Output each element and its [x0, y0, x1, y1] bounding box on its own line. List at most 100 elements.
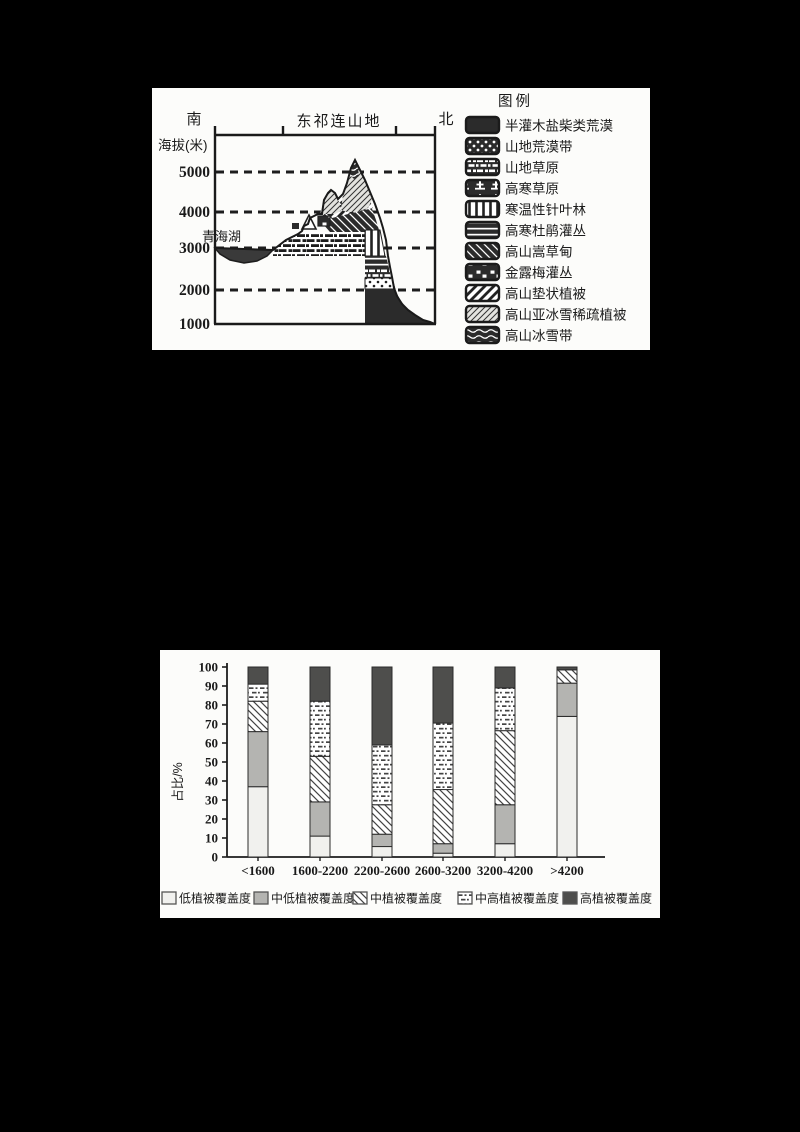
- category-label: 2200-2600: [354, 863, 410, 878]
- chart-legend-item: 中高植被覆盖度: [457, 891, 559, 906]
- map-legend-label: 寒温性针叶林: [505, 202, 586, 218]
- elevation-tick-label: 2000: [179, 282, 210, 299]
- vertical-lines-swatch: [464, 199, 501, 219]
- fill-dark-swatch: [562, 891, 578, 905]
- map-legend-label: 高山垫状植被: [505, 286, 586, 302]
- zone-rhododendron-shrub-band: [365, 256, 389, 268]
- dash-rows-swatch: [457, 891, 473, 905]
- stacked-bar->4200: [556, 666, 578, 858]
- elevation-tick-labels: 5000 4000 3000 2000 1000: [179, 164, 210, 333]
- bar-segment: [494, 843, 516, 858]
- chart-legend-label: 中植被覆盖度: [370, 891, 442, 906]
- bar-chart-plot: 0 10 20 30 40 50 60 70 80 90 100 <1600 1600-2200 2200…: [199, 660, 605, 878]
- y-tick-label: 40: [205, 774, 218, 789]
- bar-segment: [432, 666, 454, 724]
- slash-thick-swatch: [464, 283, 501, 303]
- zone-mountain-steppe-north-band: [365, 268, 391, 278]
- slash-fine-swatch: [464, 304, 501, 324]
- bar-segment: [556, 715, 578, 858]
- y-tick-label: 30: [205, 793, 218, 808]
- elevation-tick-label: 3000: [179, 240, 210, 257]
- map-legend-label: 高寒草原: [505, 181, 559, 197]
- stacked-bar-2600-3200: [432, 666, 454, 858]
- lake-label: 青海湖: [202, 229, 241, 244]
- y-tick-label: 60: [205, 736, 218, 751]
- map-legend-label: 高山亚冰雪稀疏植被: [505, 307, 627, 323]
- map-legend-item: 高山冰雪带: [464, 325, 573, 345]
- elevation-tick-label: 4000: [179, 204, 210, 221]
- chart-legend-label: 低植被覆盖度: [179, 891, 251, 906]
- map-legend-item: 高山垫状植被: [464, 283, 586, 303]
- bar-segment: [494, 666, 516, 689]
- y-axis-title: 占比/%: [170, 762, 185, 802]
- figure-bar-chart-panel: 占比/% 0 10 20 30 40 50 60 70 80 90 100 <1600 1600-220…: [160, 650, 660, 918]
- bar-segment: [309, 835, 331, 858]
- map-legend-label: 高山冰雪带: [505, 328, 573, 344]
- bar-segment: [432, 722, 454, 791]
- solid-dark-swatch: [464, 115, 501, 135]
- cross-section-figure: 南 北 东祁连山地 海拔(米) 青海湖 图例 5000 4000 3000 2000 1…: [158, 93, 627, 345]
- category-label: 1600-2200: [292, 863, 348, 878]
- bar-segment: [247, 700, 269, 733]
- bar-segment: [371, 666, 393, 746]
- map-legend-label: 高山嵩草甸: [505, 244, 573, 260]
- bar-segment: [494, 730, 516, 806]
- map-legend-label: 半灌木盐柴类荒漠: [505, 119, 613, 134]
- category-label: <1600: [241, 863, 274, 878]
- elevation-tick-label: 5000: [179, 164, 210, 181]
- figure-cross-section-panel: 南 北 东祁连山地 海拔(米) 青海湖 图例 5000 4000 3000 2000 1…: [152, 88, 650, 350]
- chart-legend-item: 中植被覆盖度: [352, 891, 442, 906]
- brick-dark-swatch: [464, 157, 501, 177]
- category-label: 3200-4200: [477, 863, 533, 878]
- bar-segment: [494, 687, 516, 732]
- bar-segment: [309, 755, 331, 803]
- mountain-surface-line: [214, 157, 436, 325]
- hatch-backslash-swatch: [352, 891, 368, 905]
- bar-segment: [309, 700, 331, 757]
- zone-mountain-steppe-band: [273, 232, 373, 256]
- qinghai-lake-shape: [213, 247, 275, 264]
- steppe-icon-dark-swatch: [464, 178, 501, 198]
- map-legend-item: 高寒草原: [464, 178, 559, 198]
- shrub-icon: [292, 223, 299, 229]
- bar-segment: [309, 801, 331, 837]
- bar-segment: [371, 846, 393, 858]
- map-legend-item: 山地荒漠带: [464, 136, 573, 156]
- bar-segment: [247, 666, 269, 685]
- chart-legend-label: 中高植被覆盖度: [475, 891, 559, 906]
- map-legend-item: 寒温性针叶林: [464, 199, 586, 219]
- bar-segment: [494, 804, 516, 845]
- y-tick-label: 90: [205, 679, 218, 694]
- bar-segment: [432, 843, 454, 854]
- stacked-bar-3200-4200: [494, 666, 516, 858]
- wavy-dark-swatch: [464, 325, 501, 345]
- blob-dark-swatch: [464, 262, 501, 282]
- elevation-axis-label: 海拔(米): [158, 138, 208, 153]
- bar-segment: [371, 744, 393, 806]
- bar-segment: [371, 804, 393, 835]
- y-tick-label: 70: [205, 717, 218, 732]
- map-legend-item: 山地草原: [464, 157, 559, 177]
- map-legend-item: 高山嵩草甸: [464, 241, 573, 261]
- zone-subnival-sparse-main-peak: [341, 160, 372, 212]
- fill-gray-swatch: [253, 891, 269, 905]
- dots-dark-swatch: [464, 136, 501, 156]
- y-tick-label: 50: [205, 755, 218, 770]
- zone-mountain-desert-band: [364, 277, 396, 290]
- bar-segment: [247, 731, 269, 788]
- bar-segment: [556, 666, 578, 671]
- category-label: 2600-3200: [415, 863, 471, 878]
- bar-segment: [247, 786, 269, 858]
- stacked-bar-2200-2600: [371, 666, 393, 858]
- range-title: 东祁连山地: [296, 113, 381, 130]
- map-legend-label: 高寒杜鹃灌丛: [505, 223, 586, 239]
- bar-segment: [309, 666, 331, 702]
- map-legend-title: 图例: [498, 93, 533, 110]
- map-legend-label: 山地草原: [505, 161, 559, 176]
- chart-legend: 低植被覆盖度 中低植被覆盖度 中植被覆盖度 中高植被覆盖度 高植被覆盖度: [161, 891, 652, 906]
- y-tick-label: 0: [212, 850, 219, 865]
- stacked-bar-1600-2200: [309, 666, 331, 858]
- backslash-dark-swatch: [464, 241, 501, 261]
- elevation-tick-label: 1000: [179, 316, 210, 333]
- y-tick-label: 100: [199, 660, 219, 675]
